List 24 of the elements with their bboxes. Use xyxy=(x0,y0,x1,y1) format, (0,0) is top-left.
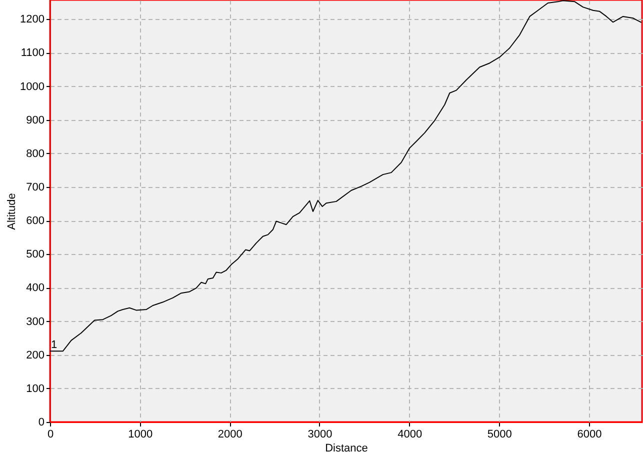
y-tick-label: 800 xyxy=(26,148,44,160)
x-tick-label: 5000 xyxy=(487,428,512,440)
x-tick-label: 1000 xyxy=(128,428,153,440)
y-tick-label: 0 xyxy=(38,416,44,428)
x-tick-label: 2000 xyxy=(218,428,242,440)
y-tick-label: 500 xyxy=(26,248,44,261)
y-tick-label: 400 xyxy=(26,282,44,294)
y-tick-label: 1100 xyxy=(20,47,44,60)
y-tick-label: 900 xyxy=(26,114,44,126)
line-series xyxy=(50,0,642,352)
y-tick-label: 1200 xyxy=(20,14,44,26)
x-tick-label: 6000 xyxy=(577,428,602,440)
y-tick-label: 700 xyxy=(26,181,44,194)
x-axis-title: Distance xyxy=(325,442,368,454)
y-tick-label: 600 xyxy=(26,215,44,228)
y-tick-label: 200 xyxy=(26,349,44,362)
y-tick-label: 100 xyxy=(26,382,44,395)
x-tick-label: 4000 xyxy=(398,428,422,440)
y-tick-label: 300 xyxy=(26,316,44,328)
x-tick-label: 3000 xyxy=(308,428,332,440)
annotation: 1 xyxy=(51,339,58,352)
y-tick-label: 1000 xyxy=(20,80,44,93)
x-tick-label: 0 xyxy=(47,428,54,440)
y-axis-title: Altitude xyxy=(6,193,18,230)
